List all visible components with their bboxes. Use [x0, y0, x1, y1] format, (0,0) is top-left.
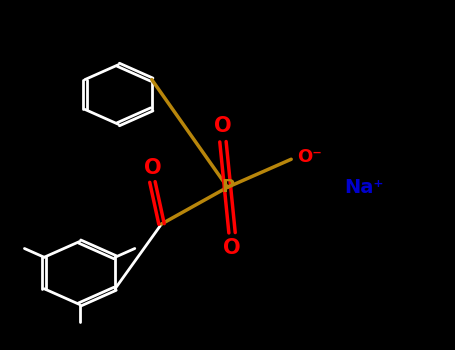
Text: Na⁺: Na⁺	[344, 178, 384, 197]
Text: P: P	[221, 178, 234, 196]
Text: O⁻: O⁻	[297, 148, 322, 167]
Text: O: O	[214, 116, 232, 136]
Text: O: O	[144, 158, 161, 178]
Text: O: O	[223, 238, 241, 259]
